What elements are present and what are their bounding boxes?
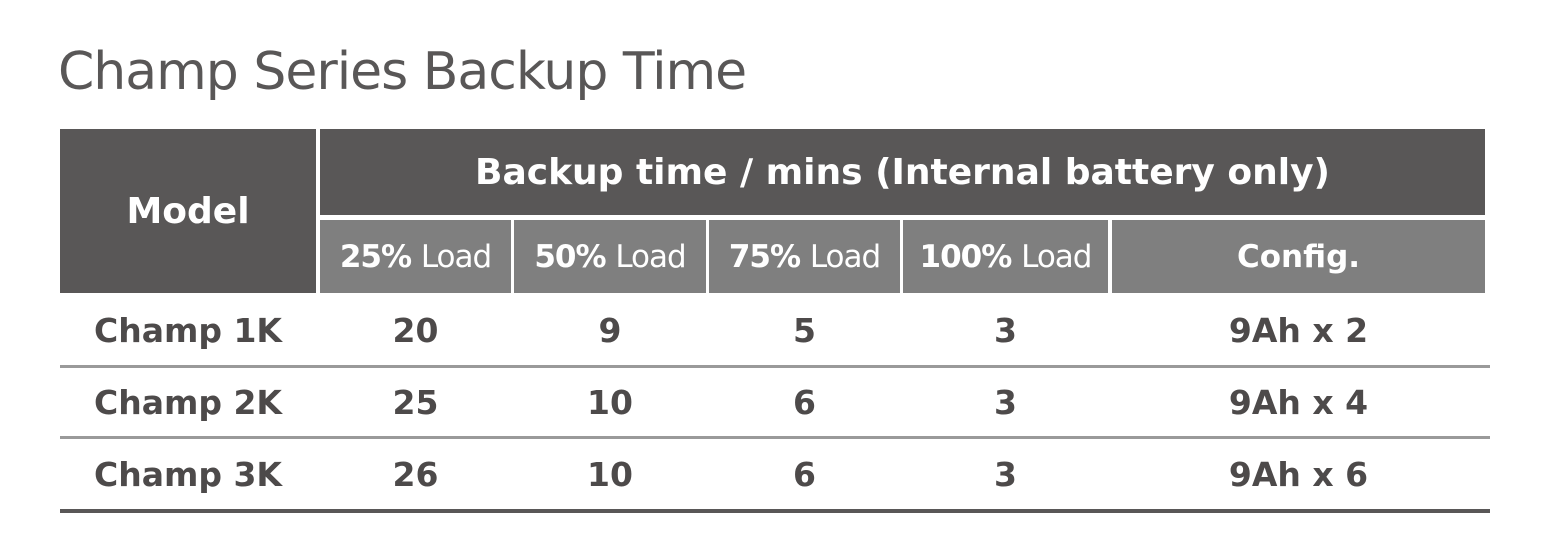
backup-minutes-cell: 10	[587, 454, 633, 494]
backup-minutes-cell: 6	[793, 382, 816, 422]
header-model: Model	[60, 129, 316, 293]
header-backup-time: Backup time / mins (Internal battery onl…	[320, 129, 1485, 215]
load-word: Load	[1021, 238, 1092, 275]
model-cell: Champ 2K	[93, 382, 282, 422]
load-percent: 25%	[339, 238, 412, 275]
backup-minutes-cell: 9	[598, 310, 622, 350]
model-cell: Champ 1K	[93, 310, 282, 350]
backup-minutes-cell: 26	[392, 454, 439, 494]
load-word: Load	[420, 238, 492, 275]
load-word: Load	[615, 238, 686, 275]
config-cell: 9Ah x 4	[1228, 382, 1369, 422]
backup-minutes-cell: 3	[994, 310, 1017, 350]
load-word: Load	[809, 238, 881, 275]
header-config: Config.	[1112, 220, 1485, 293]
backup-minutes-cell: 5	[793, 310, 816, 350]
backup-minutes-cell: 20	[392, 310, 439, 350]
header-load-100: 100% Load	[903, 220, 1108, 293]
backup-minutes-cell: 10	[587, 382, 633, 422]
row-separator	[60, 436, 1490, 439]
backup-minutes-cell: 3	[994, 382, 1017, 422]
load-percent: 75%	[728, 238, 801, 275]
backup-minutes-cell: 3	[994, 454, 1017, 494]
page-title: Champ Series Backup Time	[58, 42, 747, 102]
model-cell: Champ 3K	[93, 454, 282, 494]
config-cell: 9Ah x 2	[1228, 310, 1369, 350]
table-bottom-border	[60, 509, 1490, 513]
backup-minutes-cell: 6	[793, 454, 816, 494]
config-cell: 9Ah x 6	[1228, 454, 1369, 494]
row-separator	[60, 365, 1490, 368]
header-load-50: 50% Load	[514, 220, 706, 293]
load-percent: 100%	[919, 238, 1013, 275]
backup-minutes-cell: 25	[392, 382, 439, 422]
load-percent: 50%	[534, 238, 606, 275]
header-load-25: 25% Load	[320, 220, 511, 293]
header-load-75: 75% Load	[709, 220, 900, 293]
